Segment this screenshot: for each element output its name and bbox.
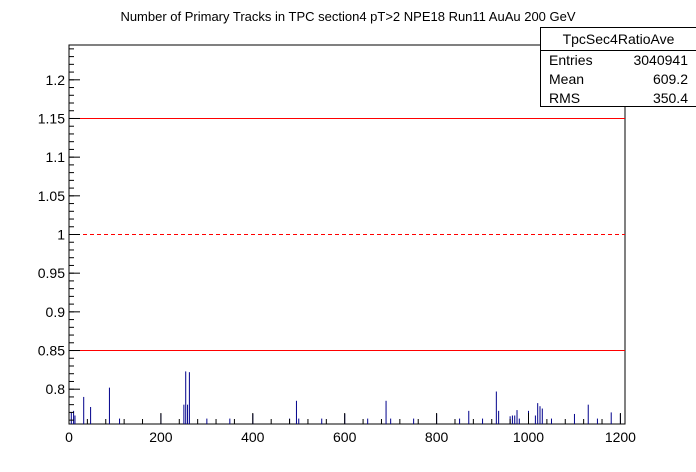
stats-value: 350.4 bbox=[652, 90, 688, 106]
x-tick-label: 200 bbox=[149, 429, 173, 445]
y-tick-label: 0.85 bbox=[38, 343, 65, 359]
y-tick-label: 1.1 bbox=[46, 149, 66, 165]
stats-label: RMS bbox=[549, 90, 581, 106]
reference-lines bbox=[69, 117, 625, 352]
y-tick-label: 1.05 bbox=[38, 188, 65, 204]
stats-value: 3040941 bbox=[633, 52, 688, 68]
stats-row-rms: RMS 350.4 bbox=[541, 89, 696, 108]
chart-title: Number of Primary Tracks in TPC section4… bbox=[120, 9, 575, 24]
x-axis: 0 200 400 600 800 1000 1200 bbox=[65, 413, 636, 445]
stats-box: TpcSec4RatioAve Entries 3040941 Mean 609… bbox=[540, 27, 696, 107]
x-tick-label: 400 bbox=[241, 429, 265, 445]
x-tick-label: 1200 bbox=[605, 429, 636, 445]
stats-label: Mean bbox=[549, 71, 585, 87]
y-axis: 0.8 0.85 0.9 0.95 1 1.05 1.1 1.15 1.2 bbox=[38, 48, 80, 421]
stats-value: 609.2 bbox=[652, 71, 688, 87]
y-tick-label: 0.9 bbox=[46, 304, 66, 320]
y-tick-label: 0.8 bbox=[46, 381, 66, 397]
data-series bbox=[70, 371, 621, 424]
stats-label: Entries bbox=[549, 52, 593, 68]
x-tick-label: 0 bbox=[65, 429, 73, 445]
x-tick-label: 600 bbox=[333, 429, 357, 445]
y-tick-label: 1.2 bbox=[46, 72, 66, 88]
y-tick-label: 1 bbox=[57, 227, 65, 243]
x-tick-label: 800 bbox=[425, 429, 449, 445]
x-tick-label: 1000 bbox=[513, 429, 544, 445]
y-tick-label: 0.95 bbox=[38, 265, 65, 281]
stats-row-entries: Entries 3040941 bbox=[541, 51, 696, 70]
stats-title: TpcSec4RatioAve bbox=[541, 28, 696, 51]
y-tick-label: 1.15 bbox=[38, 110, 65, 126]
stats-row-mean: Mean 609.2 bbox=[541, 70, 696, 89]
